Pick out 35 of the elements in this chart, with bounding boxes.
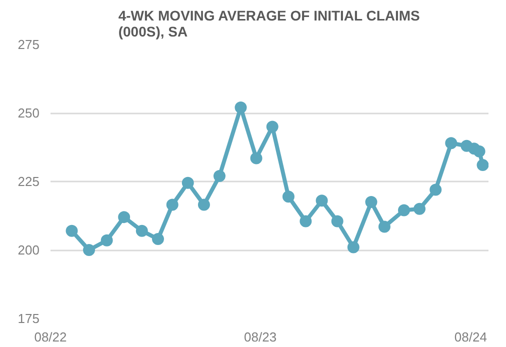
point xyxy=(414,202,426,215)
point xyxy=(430,184,442,196)
x-tick-label: 08/23 xyxy=(244,330,277,344)
point xyxy=(316,194,328,207)
chart-title: 4-WK MOVING AVERAGE OF INITIAL CLAIMS (000S), SA xyxy=(118,8,420,40)
point xyxy=(282,190,294,203)
point xyxy=(136,224,148,237)
point xyxy=(250,152,262,164)
point xyxy=(83,244,96,256)
point xyxy=(476,159,488,172)
point xyxy=(213,170,226,182)
point xyxy=(473,145,486,158)
point xyxy=(300,215,312,228)
point xyxy=(365,196,378,208)
point xyxy=(198,198,210,211)
y-tick-label: 175 xyxy=(18,311,40,326)
point xyxy=(398,204,410,216)
point xyxy=(331,215,344,228)
point xyxy=(66,224,78,237)
point xyxy=(378,220,390,233)
point xyxy=(347,241,360,254)
point xyxy=(100,234,113,246)
y-tick-label: 200 xyxy=(18,242,40,258)
point xyxy=(234,102,247,114)
point xyxy=(182,176,194,189)
point xyxy=(152,233,164,246)
x-tick-label: 08/22 xyxy=(34,330,67,344)
y-tick-label: 250 xyxy=(18,106,40,120)
x-tick-label: 08/24 xyxy=(454,330,487,344)
y-tick-label: 225 xyxy=(18,174,40,189)
point xyxy=(166,198,178,211)
point xyxy=(445,137,458,150)
point xyxy=(266,120,278,133)
y-tick-label: 275 xyxy=(18,37,40,52)
point xyxy=(118,211,130,224)
